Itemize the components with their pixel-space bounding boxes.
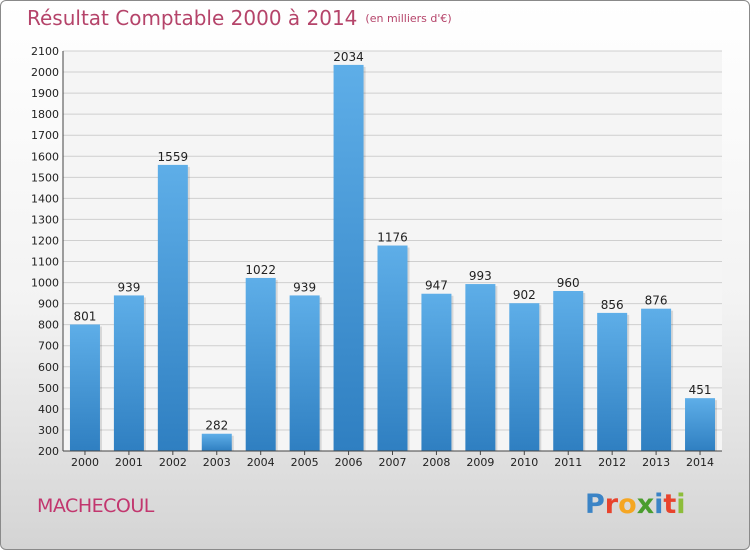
y-tick-label: 1400 [31,192,59,205]
y-tick-label: 1900 [31,87,59,100]
axis-layer: 200 300 400 500 600 700 800 900 1000 1100 1200 1300… [31,45,722,469]
data-label: 1559 [158,150,189,164]
brand-logo: Proxiti [585,489,686,520]
x-tick-label: 2001 [115,456,143,469]
data-label: 1176 [377,231,408,245]
brand-letter: P [585,489,605,520]
bar [157,164,188,452]
data-label: 2034 [333,50,364,64]
data-label: 856 [601,298,624,312]
y-tick-label: 1200 [31,234,59,247]
brand-letter: t [663,489,677,520]
brand-letter: i [654,489,664,520]
x-tick-label: 2000 [71,456,99,469]
bar [685,398,716,451]
data-label: 993 [469,269,492,283]
bar [333,64,364,451]
y-tick-label: 1700 [31,129,59,142]
x-tick-label: 2014 [686,456,714,469]
brand-letter: x [636,489,655,520]
y-tick-label: 800 [38,319,59,332]
data-label: 960 [557,276,580,290]
x-tick-label: 2012 [598,456,626,469]
bar [289,295,320,451]
x-tick-label: 2013 [642,456,670,469]
brand-letter: o [618,489,637,520]
bar [421,293,452,451]
y-tick-label: 1000 [31,277,59,290]
y-tick-label: 1800 [31,108,59,121]
bar [377,245,408,451]
x-tick-label: 2002 [159,456,187,469]
y-tick-label: 1300 [31,213,59,226]
data-label: 939 [117,280,140,294]
brand-letter: r [604,489,619,520]
x-tick-label: 2003 [203,456,231,469]
chart-title: Résultat Comptable 2000 à 2014 (en millie… [27,6,452,30]
x-tick-label: 2010 [510,456,538,469]
y-tick-label: 700 [38,340,59,353]
y-tick-label: 300 [38,424,59,437]
y-tick-label: 1500 [31,171,59,184]
y-tick-label: 2000 [31,66,59,79]
data-label: 282 [205,419,228,433]
x-tick-label: 2004 [247,456,275,469]
data-label: 902 [513,288,536,302]
y-tick-label: 900 [38,298,59,311]
data-label: 451 [689,383,712,397]
chart-title-text: Résultat Comptable 2000 à 2014 [27,6,358,30]
y-tick-label: 500 [38,382,59,395]
y-tick-label: 1100 [31,256,59,269]
bar-layer: 801 939 1559 282 1022 939 2034 1176 947 993 902 960… [69,50,718,452]
x-tick-label: 2011 [554,456,582,469]
data-label: 876 [645,294,668,308]
bar [509,303,540,451]
bar [597,312,628,451]
x-tick-label: 2008 [422,456,450,469]
bar [69,324,100,451]
y-tick-label: 1600 [31,150,59,163]
y-tick-label: 600 [38,361,59,374]
x-tick-label: 2009 [466,456,494,469]
y-tick-label: 2100 [31,45,59,58]
bar [201,433,232,451]
x-tick-label: 2005 [291,456,319,469]
data-label: 801 [74,309,97,323]
data-label: 939 [293,280,316,294]
bar [641,308,672,451]
x-tick-label: 2007 [379,456,407,469]
data-label: 947 [425,279,448,293]
y-tick-label: 400 [38,403,59,416]
bar [113,295,144,451]
bar [553,291,584,451]
x-tick-label: 2006 [335,456,363,469]
location-label: MACHECOUL [37,495,154,517]
bar [245,277,276,451]
y-tick-label: 200 [38,445,59,458]
chart-title-unit: (en milliers d'€) [365,12,452,25]
data-label: 1022 [245,263,276,277]
brand-letter: i [676,489,686,520]
bar [465,284,496,451]
